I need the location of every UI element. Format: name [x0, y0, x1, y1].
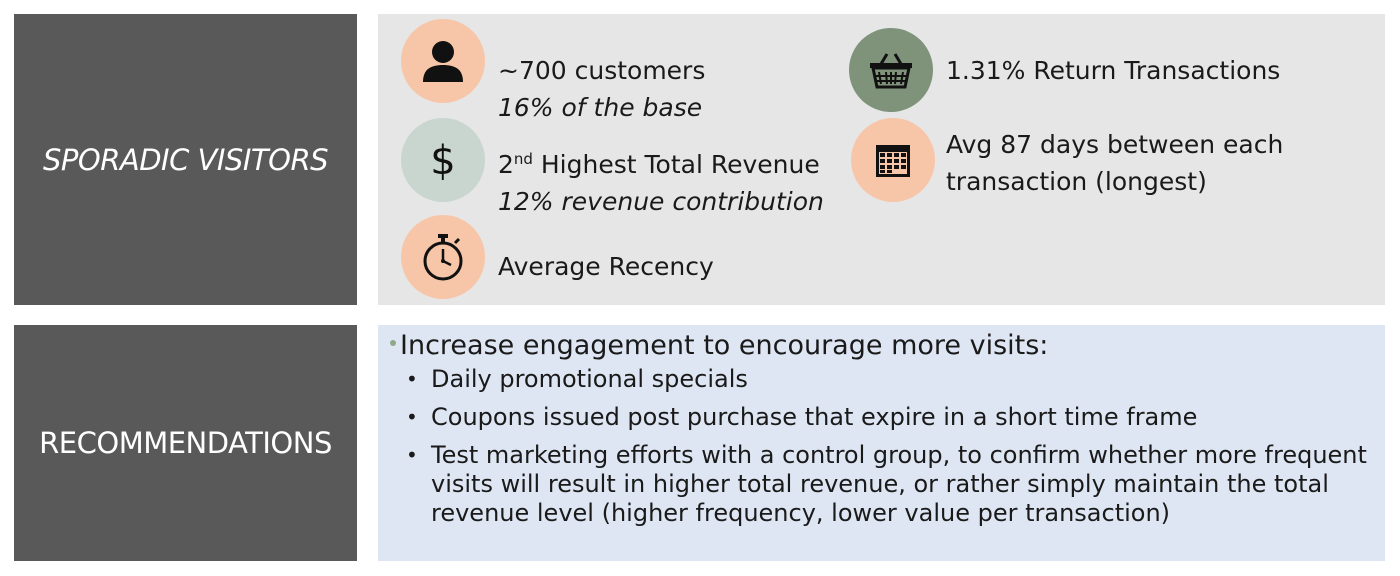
return-stat: 1.31% Return Transactions — [946, 56, 1281, 85]
recommendations-label: RECOMMENDATIONS — [14, 325, 357, 561]
recommendations-title: RECOMMENDATIONS — [39, 426, 332, 460]
revenue-rank-number: 2 — [498, 150, 514, 179]
return-stat-circle — [849, 28, 933, 112]
recency-stat-circle — [401, 215, 485, 299]
basket-icon — [870, 53, 912, 89]
frequency-line-2: transaction (longest) — [946, 167, 1207, 196]
person-icon — [423, 41, 463, 82]
frequency-line-1: Avg 87 days between each — [946, 130, 1284, 159]
customers-share: 16% of the base — [498, 93, 703, 122]
revenue-share: 12% revenue contribution — [498, 187, 824, 216]
recommendations-heading: Increase engagement to encourage more vi… — [390, 327, 1048, 365]
revenue-stat: 2nd Highest Total Revenue 12% revenue co… — [498, 146, 824, 220]
frequency-stat: Avg 87 days between each transaction (lo… — [946, 126, 1283, 200]
recommendations-panel: Increase engagement to encourage more vi… — [378, 325, 1385, 561]
customers-stat-circle — [401, 19, 485, 103]
recency-stat: Average Recency — [498, 252, 714, 281]
recommendations-list: Daily promotional specials Coupons issue… — [406, 365, 1371, 537]
list-item: Daily promotional specials — [406, 365, 1371, 394]
segment-title: SPORADIC VISITORS — [42, 142, 329, 177]
customers-stat: ~700 customers 16% of the base — [498, 52, 705, 126]
segment-stats-panel: ~700 customers 16% of the base $ 2nd Hig… — [378, 14, 1385, 305]
calendar-icon — [876, 145, 910, 177]
svg-text:$: $ — [430, 138, 455, 184]
revenue-rank-text: Highest Total Revenue — [532, 150, 820, 179]
revenue-rank: 2nd Highest Total Revenue — [498, 146, 824, 183]
stopwatch-icon — [423, 234, 463, 281]
list-item: Coupons issued post purchase that expire… — [406, 403, 1371, 432]
recommendations-heading-text: Increase engagement to encourage more vi… — [400, 330, 1049, 361]
customers-count: ~700 customers — [498, 56, 706, 85]
revenue-rank-suffix: nd — [513, 150, 533, 168]
list-item: Test marketing efforts with a control gr… — [406, 441, 1371, 528]
dollar-icon: $ — [430, 138, 455, 184]
frequency-stat-circle — [851, 118, 935, 202]
bullet-dot-icon — [390, 339, 396, 346]
segment-label: SPORADIC VISITORS — [14, 14, 357, 305]
revenue-stat-circle: $ — [401, 118, 485, 202]
